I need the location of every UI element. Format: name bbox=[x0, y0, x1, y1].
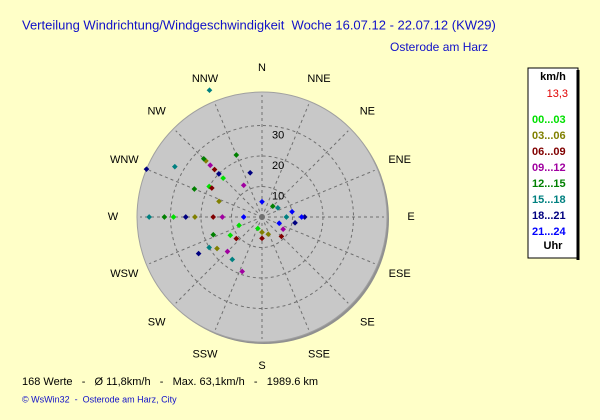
chart-subtitle: Osterode am Harz bbox=[390, 40, 488, 54]
point bbox=[192, 214, 198, 220]
legend-footer: Uhr bbox=[544, 240, 564, 252]
point bbox=[280, 226, 286, 233]
point bbox=[219, 214, 226, 220]
direction-label: ENE bbox=[388, 154, 411, 166]
grid-ring bbox=[170, 125, 354, 309]
direction-label: W bbox=[108, 211, 119, 223]
point bbox=[210, 214, 217, 220]
point bbox=[224, 248, 231, 255]
point bbox=[233, 235, 240, 242]
legend-label: 21...24 bbox=[532, 226, 567, 238]
spoke bbox=[261, 104, 310, 218]
current-value: 13,3 bbox=[547, 88, 568, 100]
spoke bbox=[261, 169, 375, 218]
point bbox=[227, 232, 234, 239]
legend-label: 00...03 bbox=[532, 114, 566, 126]
point bbox=[269, 203, 276, 210]
legend-label: 18...21 bbox=[532, 210, 566, 222]
legend-label: 09...12 bbox=[532, 162, 566, 174]
legend-label: 12...15 bbox=[532, 178, 566, 190]
spoke bbox=[261, 216, 310, 330]
point bbox=[278, 233, 285, 240]
point bbox=[195, 250, 202, 257]
r-tick-label: 10 bbox=[272, 190, 284, 202]
point bbox=[289, 208, 295, 215]
legend-box bbox=[527, 67, 579, 259]
direction-label: SSE bbox=[308, 349, 330, 361]
point bbox=[206, 244, 213, 251]
direction-label: E bbox=[407, 211, 414, 223]
point bbox=[275, 205, 281, 211]
direction-label: WSW bbox=[110, 268, 139, 280]
point bbox=[146, 214, 152, 220]
point bbox=[259, 198, 265, 205]
spoke bbox=[261, 216, 375, 265]
spoke bbox=[214, 104, 263, 218]
point bbox=[283, 214, 290, 220]
direction-label: WNW bbox=[110, 154, 139, 166]
point bbox=[161, 214, 168, 220]
point bbox=[211, 166, 218, 173]
point bbox=[236, 222, 242, 229]
legend-label: 06...09 bbox=[532, 146, 566, 158]
direction-label: NE bbox=[360, 106, 375, 118]
direction-label: SW bbox=[148, 316, 166, 328]
direction-label: S bbox=[258, 360, 265, 372]
spoke bbox=[261, 130, 349, 218]
point bbox=[207, 162, 214, 169]
point bbox=[259, 229, 265, 236]
direction-label: SSW bbox=[192, 349, 218, 361]
direction-label: NNE bbox=[307, 73, 330, 85]
point bbox=[301, 214, 308, 220]
spoke bbox=[175, 216, 263, 304]
grid-ring bbox=[231, 186, 293, 248]
point bbox=[240, 182, 247, 189]
chart-title: Verteilung Windrichtung/Windgeschwindigk… bbox=[22, 17, 496, 32]
point bbox=[182, 214, 189, 220]
direction-label: N bbox=[258, 62, 266, 74]
direction-label: NW bbox=[147, 106, 166, 118]
point bbox=[239, 268, 246, 275]
direction-label: NNW bbox=[192, 73, 219, 85]
point bbox=[172, 163, 178, 170]
r-tick-label: 30 bbox=[272, 129, 284, 141]
point bbox=[191, 186, 198, 192]
point bbox=[259, 235, 265, 242]
point bbox=[233, 152, 240, 158]
point bbox=[298, 214, 305, 220]
direction-label: ESE bbox=[389, 268, 411, 280]
point bbox=[265, 231, 272, 238]
point bbox=[214, 245, 220, 252]
point bbox=[292, 219, 298, 226]
point bbox=[229, 256, 236, 263]
point bbox=[200, 155, 207, 162]
point bbox=[240, 214, 247, 220]
footer: 168 Werte - Ø 11,8km/h - Max. 63,1km/h -… bbox=[22, 376, 318, 388]
legend-label: 03...06 bbox=[532, 130, 566, 142]
point bbox=[216, 198, 222, 205]
point bbox=[216, 171, 222, 177]
spoke bbox=[214, 216, 263, 330]
spoke bbox=[149, 216, 263, 265]
point bbox=[220, 175, 227, 182]
point bbox=[208, 185, 215, 191]
point bbox=[247, 169, 253, 176]
spoke bbox=[149, 169, 263, 218]
point bbox=[210, 231, 217, 238]
point bbox=[206, 87, 213, 94]
point bbox=[276, 220, 283, 227]
direction-label: SE bbox=[360, 316, 375, 328]
r-tick-label: 20 bbox=[272, 160, 284, 172]
grid-ring bbox=[200, 155, 324, 279]
legend-title: km/h bbox=[540, 71, 566, 83]
point bbox=[170, 214, 177, 220]
credit: © WsWin32 - Osterode am Harz, City bbox=[22, 394, 177, 404]
spoke bbox=[261, 216, 349, 304]
legend-label: 15...18 bbox=[532, 194, 566, 206]
